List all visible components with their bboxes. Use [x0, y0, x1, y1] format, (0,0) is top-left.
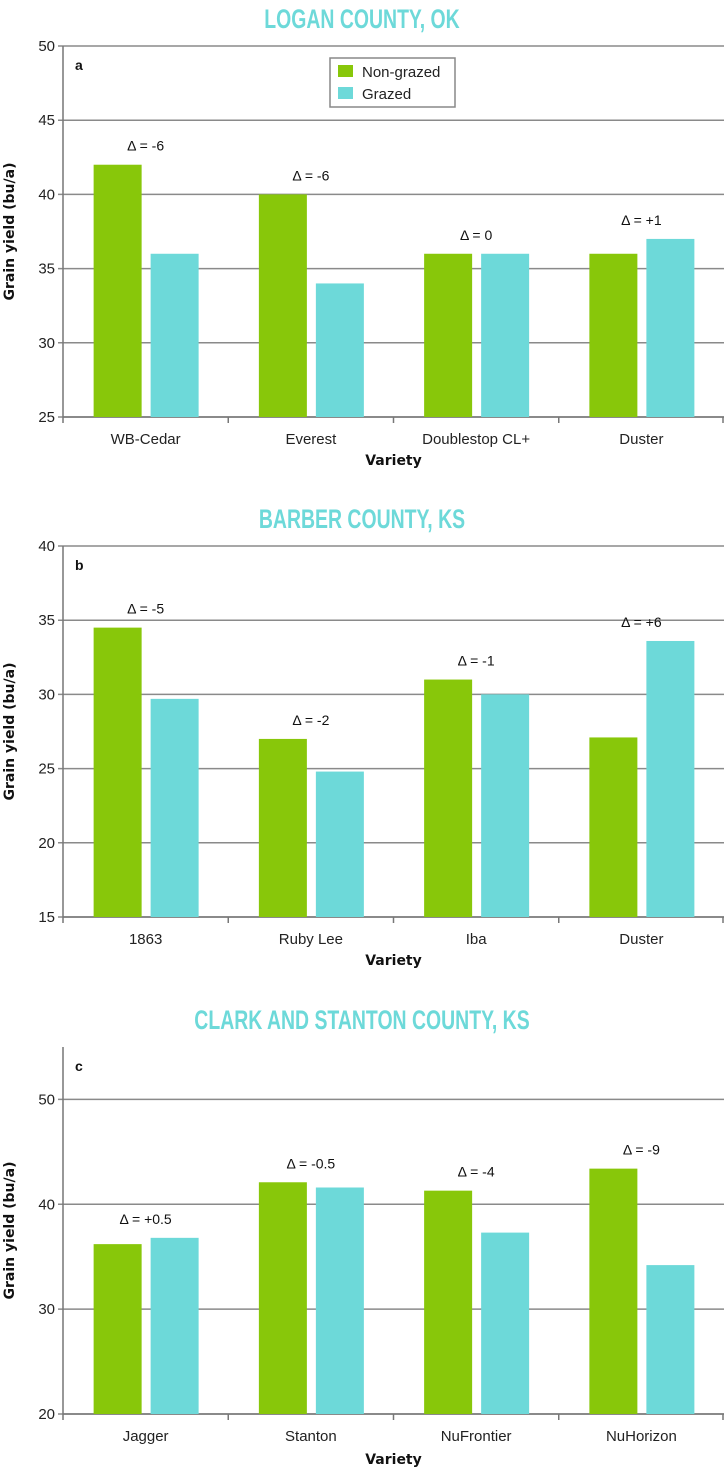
- bar-grazed: [481, 694, 530, 917]
- panel-label: c: [75, 1058, 83, 1074]
- delta-annotation: Δ = +1: [621, 212, 662, 228]
- delta-annotation: Δ = -6: [292, 167, 329, 183]
- bar-grazed: [150, 253, 199, 417]
- bar-grazed: [315, 283, 364, 417]
- delta-annotation: Δ = -2: [292, 712, 329, 728]
- legend-swatch: [338, 65, 353, 77]
- y-tick-label: 45: [38, 112, 55, 129]
- y-tick-label: 20: [38, 835, 55, 852]
- y-tick-label: 35: [38, 261, 55, 278]
- y-tick-label: 40: [38, 1196, 55, 1213]
- delta-annotation: Δ = -0.5: [287, 1155, 336, 1171]
- bar-non-grazed: [93, 627, 142, 917]
- x-tick-label: NuFrontier: [441, 1428, 512, 1445]
- bar-grazed: [150, 1237, 199, 1414]
- x-tick-label: Duster: [619, 931, 663, 948]
- x-tick-label: Everest: [285, 431, 337, 448]
- chart-c: CLARK AND STANTON COUNTY, KS 20 30 40 50 c Δ =…: [2, 1005, 724, 1468]
- y-tick-label: 35: [38, 612, 55, 629]
- bar-grazed: [481, 253, 530, 417]
- bar-non-grazed: [93, 1244, 142, 1414]
- bar-non-grazed: [589, 253, 638, 417]
- bar-grazed: [646, 238, 695, 417]
- delta-annotation: Δ = -9: [623, 1142, 660, 1158]
- chart-b: BARBER COUNTY, KS 15 20 25 30 35 40 b Δ = -5 1863…: [2, 504, 724, 969]
- delta-annotation: Δ = -5: [127, 601, 164, 617]
- bar-grazed: [315, 771, 364, 917]
- delta-annotation: Δ = -1: [458, 653, 495, 669]
- delta-annotation: Δ = +0.5: [120, 1211, 172, 1227]
- x-axis-label: Variety: [365, 453, 422, 469]
- y-tick-label: 20: [38, 1406, 55, 1423]
- x-tick-label: Ruby Lee: [279, 931, 343, 948]
- legend-item: Non-grazed: [362, 64, 440, 81]
- bar-grazed: [646, 1265, 695, 1414]
- y-tick-label: 25: [38, 409, 55, 426]
- y-axis-label: Grain yield (bu/a): [2, 1162, 18, 1300]
- x-tick-label: NuHorizon: [606, 1428, 677, 1445]
- x-tick-label: Stanton: [285, 1428, 337, 1445]
- chart-title: LOGAN COUNTY, OK: [264, 4, 459, 34]
- bar-grazed: [315, 1187, 364, 1414]
- y-tick-label: 25: [38, 761, 55, 778]
- delta-annotation: Δ = -6: [127, 138, 164, 154]
- chart-title: BARBER COUNTY, KS: [259, 504, 465, 534]
- x-tick-label: Duster: [619, 431, 663, 448]
- bar-non-grazed: [258, 738, 307, 917]
- delta-annotation: Δ = 0: [460, 227, 493, 243]
- bar-non-grazed: [589, 737, 638, 917]
- panel-label: b: [75, 557, 84, 573]
- x-tick-label: Jagger: [123, 1428, 169, 1445]
- delta-annotation: Δ = +6: [621, 614, 662, 630]
- x-tick-label: Doublestop CL+: [422, 431, 530, 448]
- y-tick-label: 15: [38, 909, 55, 926]
- bar-non-grazed: [258, 1182, 307, 1414]
- x-tick-label: WB-Cedar: [111, 431, 181, 448]
- bar-grazed: [481, 1232, 530, 1414]
- delta-annotation: Δ = -4: [458, 1164, 495, 1180]
- bar-grazed: [150, 698, 199, 917]
- y-axis-label: Grain yield (bu/a): [2, 163, 18, 301]
- y-tick-label: 40: [38, 538, 55, 555]
- x-tick-label: Iba: [466, 931, 488, 948]
- x-axis-label: Variety: [365, 953, 422, 969]
- y-tick-label: 30: [38, 335, 55, 352]
- chart-title: CLARK AND STANTON COUNTY, KS: [194, 1005, 529, 1035]
- chart-a: LOGAN COUNTY, OK 25 30 35 40 45 50 a Δ = -6 WB-Ce…: [2, 4, 724, 469]
- bar-non-grazed: [93, 164, 142, 417]
- x-axis-label: Variety: [365, 1452, 422, 1468]
- y-tick-label: 30: [38, 686, 55, 703]
- bar-non-grazed: [424, 1190, 473, 1414]
- bar-non-grazed: [424, 679, 473, 917]
- bar-non-grazed: [589, 1168, 638, 1414]
- panel-label: a: [75, 57, 83, 73]
- x-tick-label: 1863: [129, 931, 162, 948]
- bar-non-grazed: [424, 253, 473, 417]
- y-tick-label: 50: [38, 1091, 55, 1108]
- y-axis-label: Grain yield (bu/a): [2, 663, 18, 801]
- y-tick-label: 40: [38, 186, 55, 203]
- y-tick-label: 50: [38, 38, 55, 55]
- legend-item: Grazed: [362, 86, 411, 103]
- bar-grazed: [646, 640, 695, 917]
- bar-non-grazed: [258, 194, 307, 417]
- legend-swatch: [338, 87, 353, 99]
- y-tick-label: 30: [38, 1301, 55, 1318]
